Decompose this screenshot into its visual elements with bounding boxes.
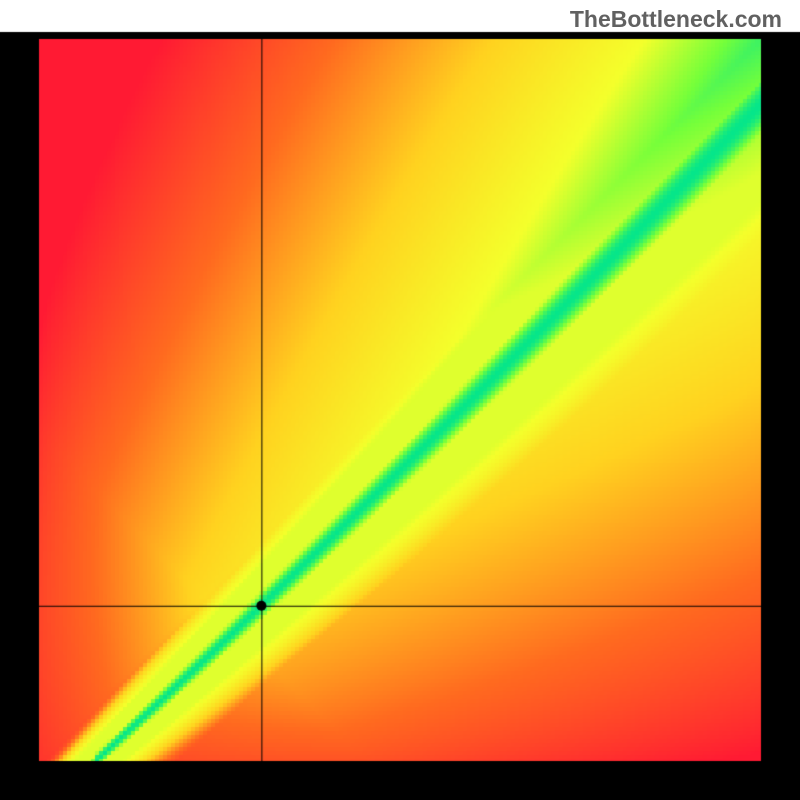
attribution-text: TheBottleneck.com [570,6,782,33]
bottleneck-heatmap [0,0,800,800]
chart-container: TheBottleneck.com [0,0,800,800]
